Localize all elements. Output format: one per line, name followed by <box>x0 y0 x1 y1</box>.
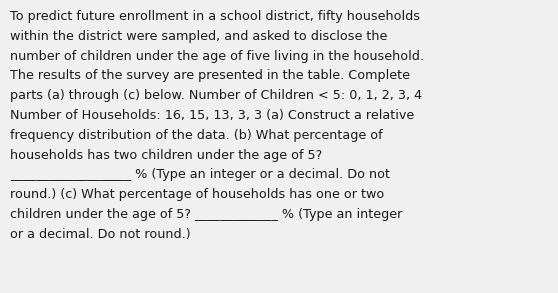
Text: children under the age of 5? _____________ % (Type an integer: children under the age of 5? ___________… <box>10 208 402 221</box>
Text: ___________________ % (Type an integer or a decimal. Do not: ___________________ % (Type an integer o… <box>10 168 390 181</box>
Text: households has two children under the age of 5?: households has two children under the ag… <box>10 149 323 162</box>
Text: parts (a) through (c) below. Number of Children < 5: 0, 1, 2, 3, 4: parts (a) through (c) below. Number of C… <box>10 89 422 102</box>
Text: To predict future enrollment in a school district, fifty households: To predict future enrollment in a school… <box>10 10 420 23</box>
Text: round.) (c) What percentage of households has one or two: round.) (c) What percentage of household… <box>10 188 384 201</box>
Text: number of children under the age of five living in the household.: number of children under the age of five… <box>10 50 424 63</box>
Text: frequency distribution of the data. (b) What percentage of: frequency distribution of the data. (b) … <box>10 129 383 142</box>
Text: The results of the survey are presented in the table. Complete: The results of the survey are presented … <box>10 69 410 82</box>
Text: Number of Households: 16, 15, 13, 3, 3 (a) Construct a relative: Number of Households: 16, 15, 13, 3, 3 (… <box>10 109 414 122</box>
Text: within the district were sampled, and asked to disclose the: within the district were sampled, and as… <box>10 30 387 43</box>
Text: or a decimal. Do not round.): or a decimal. Do not round.) <box>10 228 191 241</box>
